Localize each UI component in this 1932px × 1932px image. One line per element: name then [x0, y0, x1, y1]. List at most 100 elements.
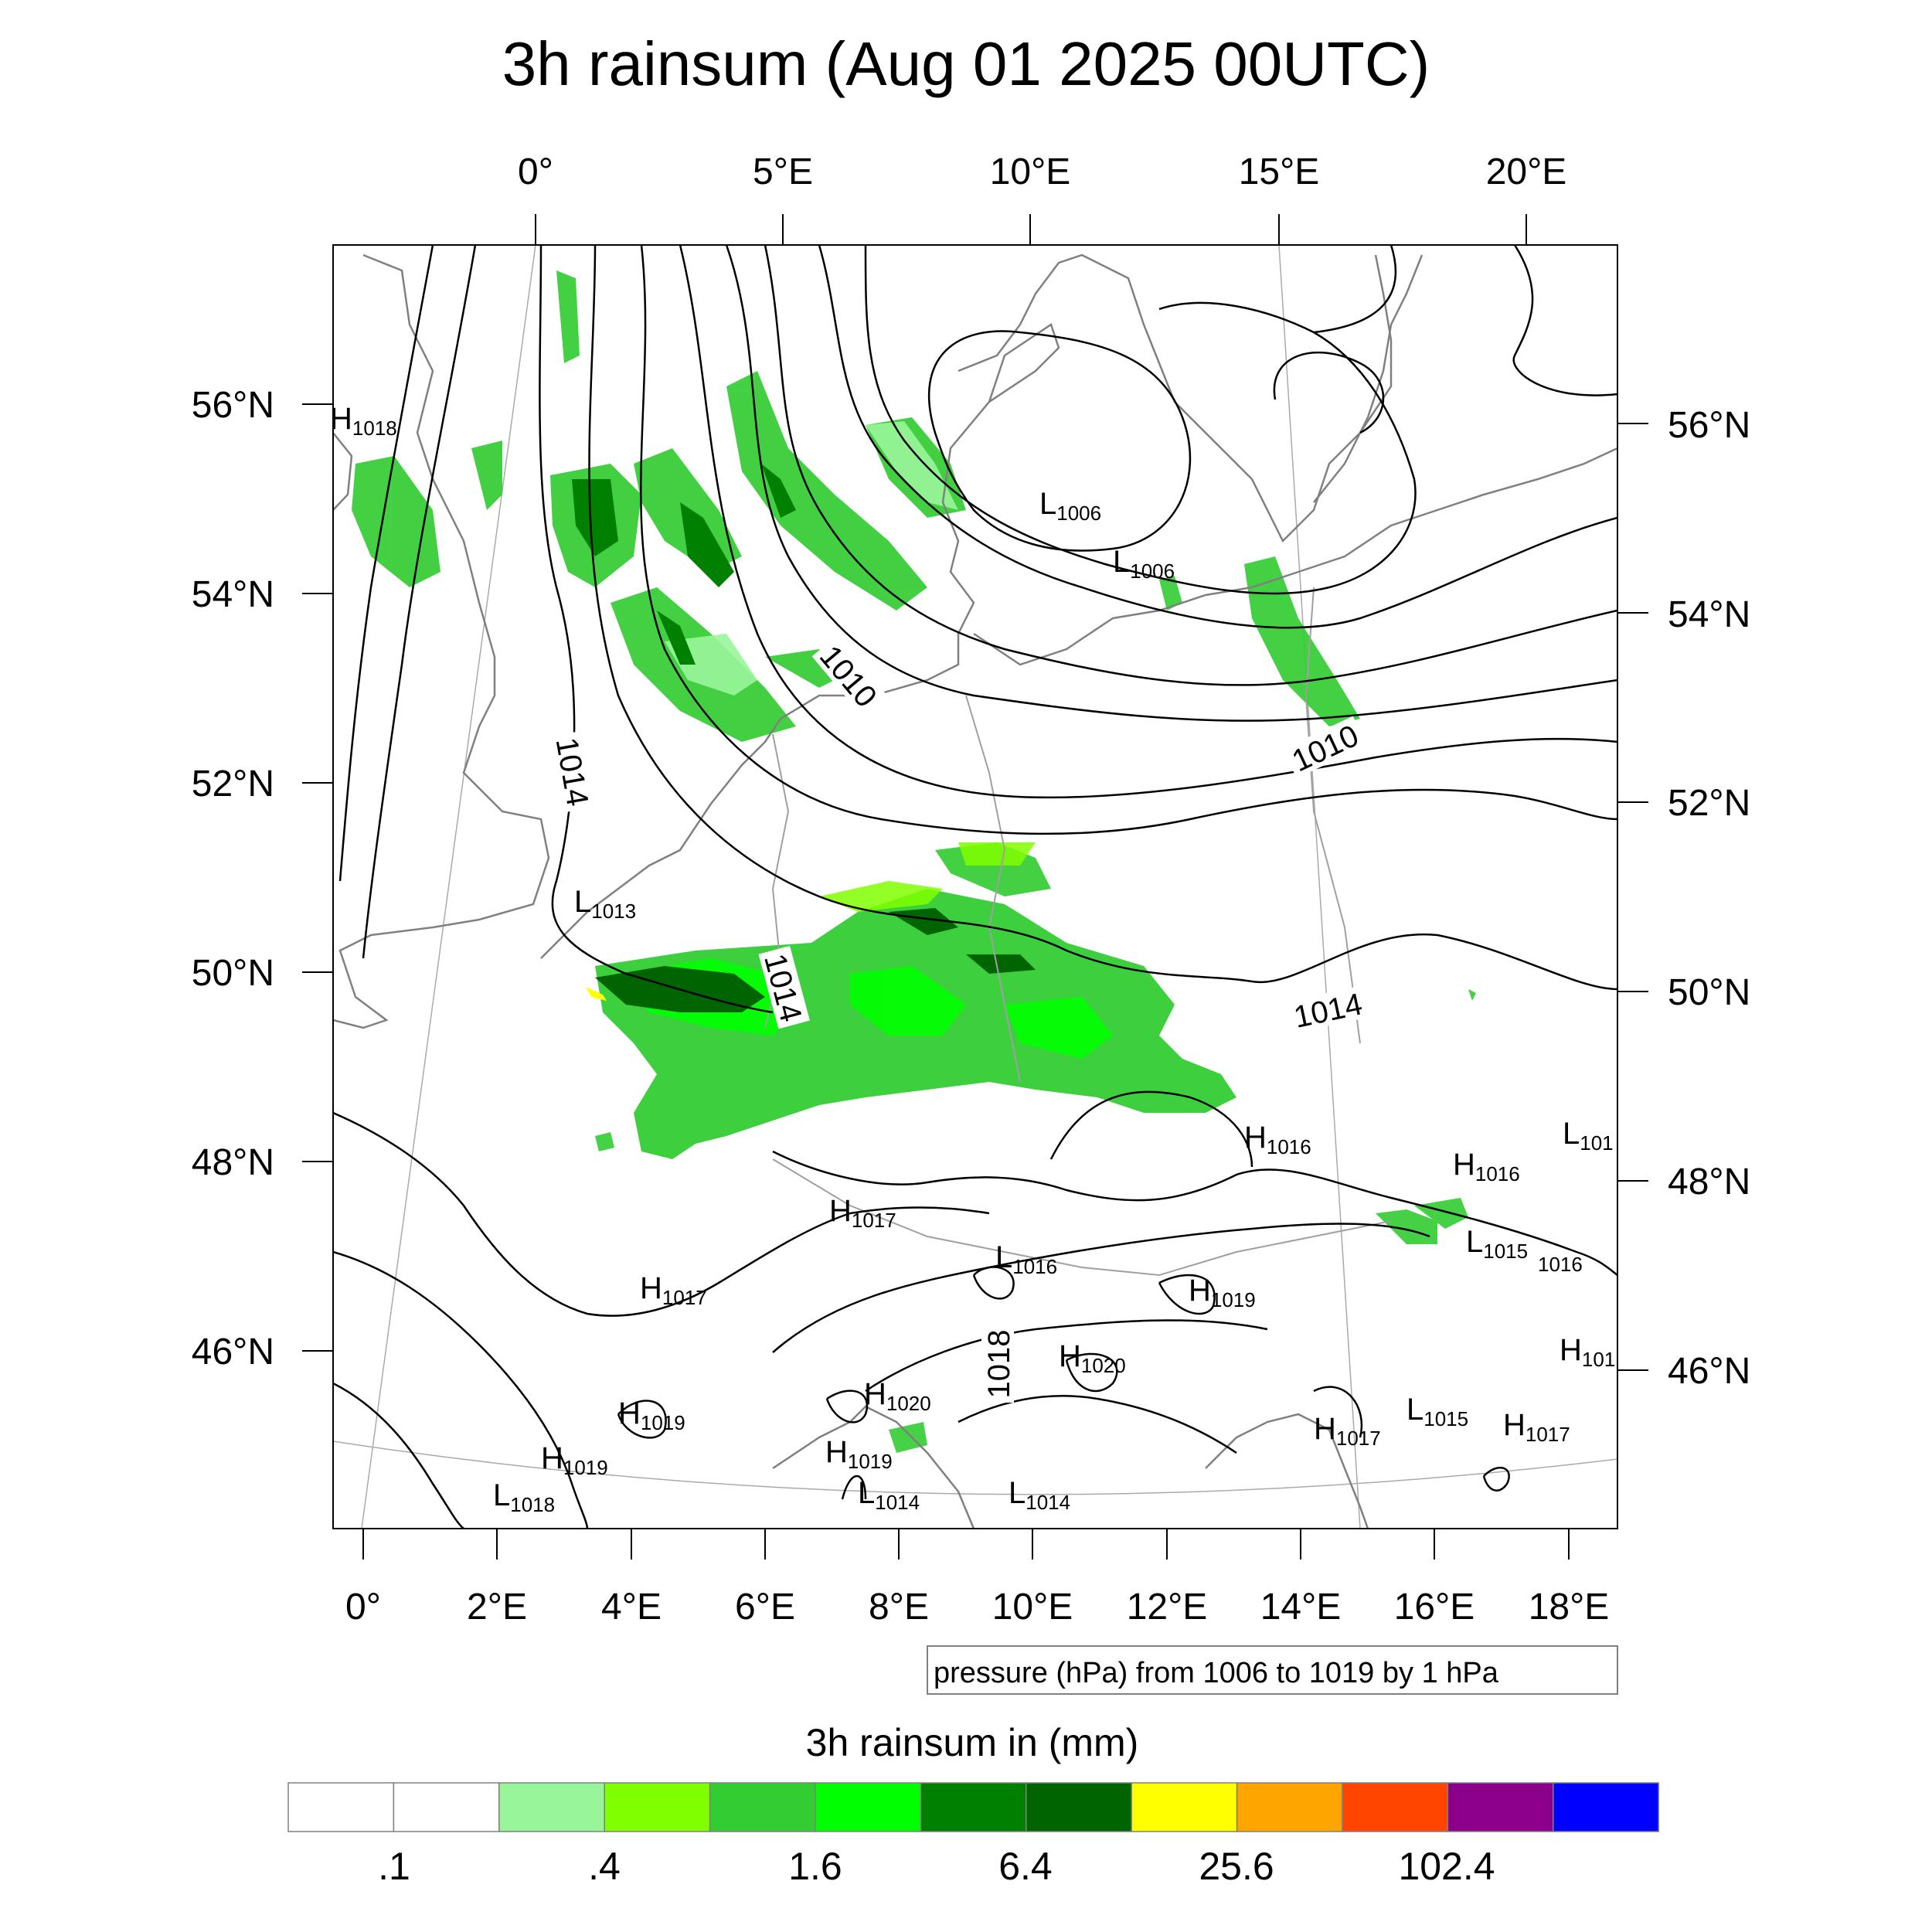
pressure-center: L1018 — [493, 1478, 555, 1516]
colorbar-swatch — [1342, 1782, 1449, 1832]
colorbar-labels: .1 .4 1.6 6.4 25.6 102.4 — [378, 1845, 1495, 1888]
colorbar-swatch — [1236, 1782, 1343, 1832]
top-lon-label: 0° — [518, 151, 553, 192]
pressure-center: H1020 — [1059, 1339, 1126, 1377]
coastlines — [333, 253, 1617, 1529]
left-lat-label: 46°N — [192, 1332, 274, 1372]
pressure-center: H1017 — [640, 1271, 707, 1309]
left-lat-label: 52°N — [192, 764, 274, 804]
bottom-lon-label: 6°E — [735, 1587, 795, 1628]
pressure-center: H1019 — [618, 1396, 685, 1434]
continental-coast — [540, 323, 1060, 959]
left-ticks — [302, 403, 333, 1352]
pressure-center: L1014 — [858, 1476, 920, 1514]
pressure-center: H1016 — [1244, 1121, 1311, 1158]
pressure-center: 1016 — [1538, 1253, 1583, 1276]
isobars — [333, 245, 1617, 1529]
top-lon-label: 5°E — [753, 151, 813, 192]
bottom-lon-label: 16°E — [1394, 1587, 1475, 1628]
bottom-lon-label: 10°E — [992, 1587, 1073, 1628]
isobar-label: 1018 — [982, 1330, 1016, 1399]
contour-info-box: pressure (hPa) from 1006 to 1019 by 1 hP… — [927, 1645, 1618, 1695]
bottom-lon-label: 12°E — [1127, 1587, 1208, 1628]
top-longitude-labels: 0° 5°E 10°E 15°E 20°E — [518, 151, 1566, 192]
pressure-center: L1015 — [1466, 1225, 1528, 1263]
italy-coast — [772, 1405, 975, 1529]
colorbar-swatch — [709, 1782, 816, 1832]
pressure-center: L1014 — [1009, 1476, 1070, 1514]
pressure-center: H1018 — [330, 402, 397, 440]
pressure-center: L1006 — [1113, 545, 1175, 583]
colorbar-swatch — [1026, 1782, 1132, 1832]
pressure-center: H1017 — [829, 1194, 896, 1232]
left-lat-label: 56°N — [192, 385, 274, 426]
colorbar-swatch — [287, 1782, 395, 1832]
sweden-east-coast — [1313, 254, 1423, 503]
colorbar-swatch — [1131, 1782, 1238, 1832]
right-ticks — [1617, 423, 1648, 1371]
colorbar-tick-label: 102.4 — [1398, 1845, 1495, 1888]
right-lat-label: 50°N — [1668, 972, 1750, 1013]
map-title: 3h rainsum (Aug 01 2025 00UTC) — [502, 29, 1430, 98]
colorbar-tick-label: .1 — [378, 1845, 410, 1888]
contour-info-text: pressure (hPa) from 1006 to 1019 by 1 hP… — [934, 1657, 1499, 1689]
bottom-lon-label: 8°E — [869, 1587, 929, 1628]
colorbar-tick-label: 1.6 — [788, 1845, 842, 1888]
bottom-ticks — [362, 1529, 1570, 1560]
baltic-coast — [973, 447, 1617, 666]
colorbar-swatch — [815, 1782, 922, 1832]
rain-heavy-spot — [586, 987, 607, 1001]
pressure-center: H1019 — [541, 1441, 608, 1479]
graticule — [333, 245, 1617, 1529]
rain-band-north-dark — [572, 464, 796, 665]
bottom-lon-label: 0° — [345, 1587, 381, 1628]
rain-scattered — [595, 576, 1476, 1453]
bottom-lon-label: 14°E — [1260, 1587, 1342, 1628]
ireland-coast — [333, 432, 353, 511]
pressure-centers: H1018 L1006 L1006 L1013 H1016 L101 H1016… — [330, 402, 1615, 1516]
adriatic-coast — [1205, 1413, 1369, 1529]
bottom-lon-label: 18°E — [1529, 1587, 1610, 1628]
top-lon-label: 20°E — [1486, 151, 1567, 192]
rain-areas — [352, 270, 1476, 1453]
right-lat-label: 54°N — [1668, 594, 1750, 635]
colorbar-swatch — [393, 1782, 500, 1832]
bottom-lon-label: 2°E — [467, 1587, 527, 1628]
right-lat-label: 46°N — [1668, 1351, 1750, 1392]
colorbar-swatch — [1553, 1782, 1659, 1832]
bottom-longitude-labels: 0° 2°E 4°E 6°E 8°E 10°E 12°E 14°E 16°E 1… — [345, 1587, 1609, 1628]
right-lat-label: 56°N — [1668, 405, 1750, 446]
left-latitude-labels: 56°N 54°N 52°N 50°N 48°N 46°N — [192, 385, 274, 1372]
colorbar-swatch — [920, 1782, 1027, 1832]
pressure-center: H1016 — [1453, 1148, 1520, 1185]
rain-band-central-light — [819, 842, 1036, 912]
pressure-center: L1015 — [1406, 1393, 1468, 1430]
top-ticks — [535, 214, 1527, 245]
pressure-center: H1019 — [825, 1435, 893, 1473]
colorbar-tick-label: 25.6 — [1199, 1845, 1274, 1888]
right-lat-label: 48°N — [1668, 1162, 1750, 1202]
uk-coast — [333, 253, 550, 1029]
top-lon-label: 15°E — [1239, 151, 1320, 192]
pressure-center: L1016 — [995, 1240, 1057, 1278]
colorbar-title: 3h rainsum in (mm) — [806, 1721, 1139, 1764]
map-area: 1010 1010 1014 1014 1014 1018 — [330, 245, 1617, 1529]
top-lon-label: 10°E — [990, 151, 1071, 192]
left-lat-label: 50°N — [192, 953, 274, 994]
map-frame — [332, 244, 1618, 1529]
pressure-center: H1019 — [1189, 1274, 1256, 1311]
colorbar-swatch — [604, 1782, 711, 1832]
pressure-center: L1006 — [1039, 487, 1101, 525]
right-latitude-labels: 56°N 54°N 52°N 50°N 48°N 46°N — [1668, 405, 1750, 1392]
pressure-center: H1017 — [1503, 1408, 1570, 1446]
pressure-center: L1013 — [574, 885, 636, 923]
pressure-center: L101 — [1563, 1117, 1614, 1155]
left-lat-label: 48°N — [192, 1142, 274, 1183]
colorbar — [287, 1782, 1659, 1832]
pressure-center: H1020 — [864, 1377, 931, 1415]
bottom-lon-label: 4°E — [601, 1587, 662, 1628]
pressure-center: H1017 — [1314, 1412, 1381, 1450]
colorbar-swatch — [498, 1782, 605, 1832]
colorbar-swatch — [1447, 1782, 1554, 1832]
